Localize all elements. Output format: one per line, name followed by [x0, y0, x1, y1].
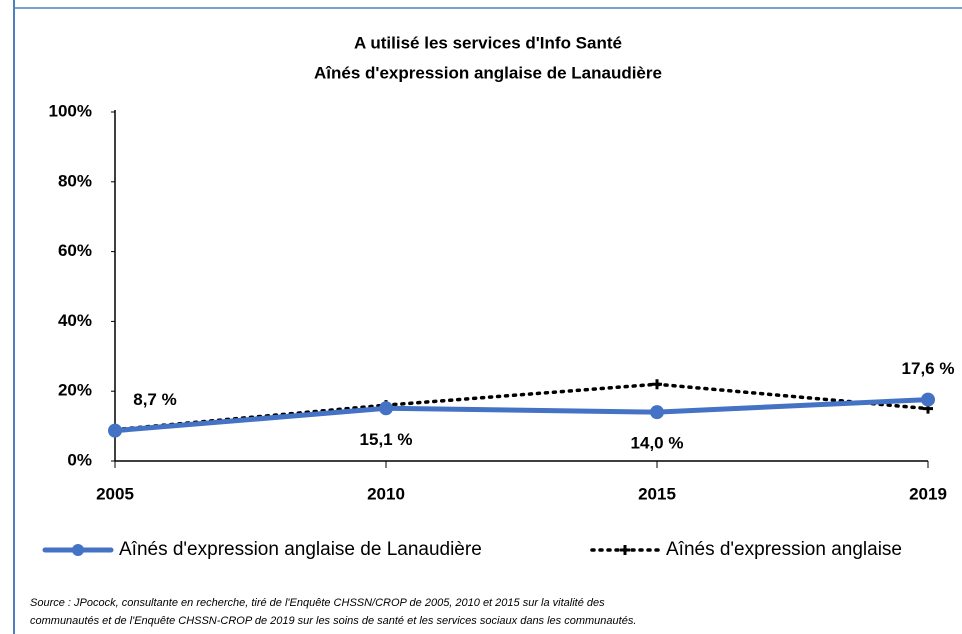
x-tick-label: 2010: [367, 484, 405, 503]
point: [379, 401, 393, 416]
y-tick-label: 0%: [67, 450, 92, 469]
y-tick-label: 20%: [58, 381, 92, 400]
x-tick-label: 2019: [909, 484, 947, 503]
point: [108, 423, 122, 438]
legend-marker: [620, 545, 630, 555]
y-tick-label: 40%: [58, 311, 92, 330]
point: [652, 379, 662, 390]
legend-label: Aînés d'expression anglaise de Lanaudièr…: [119, 539, 482, 560]
chart-subtitle: Aînés d'expression anglaise de Lanaudièr…: [314, 63, 662, 82]
source: communautés et de l'Enquête CHSSN-CROP d…: [30, 615, 636, 627]
x-tick-label: 2015: [638, 484, 676, 503]
x-tick-label: 2005: [96, 484, 134, 503]
point: [650, 405, 664, 420]
data-label: 17,6 %: [902, 359, 955, 378]
data-label: 8,7 %: [133, 390, 176, 409]
legend-marker: [72, 544, 84, 556]
data-label: 14,0 %: [631, 434, 684, 453]
chart-title: A utilisé les services d'Info Santé: [354, 33, 622, 52]
source: Source : JPocock, consultante en recherc…: [30, 597, 605, 609]
y-tick-label: 100%: [49, 101, 92, 120]
y-tick-label: 80%: [58, 171, 92, 190]
series-line: [112, 397, 931, 434]
y-tick-label: 60%: [58, 241, 92, 260]
data-label: 15,1 %: [360, 430, 413, 449]
point: [921, 392, 935, 407]
legend-label: Aînés d'expression anglaise: [666, 539, 902, 560]
